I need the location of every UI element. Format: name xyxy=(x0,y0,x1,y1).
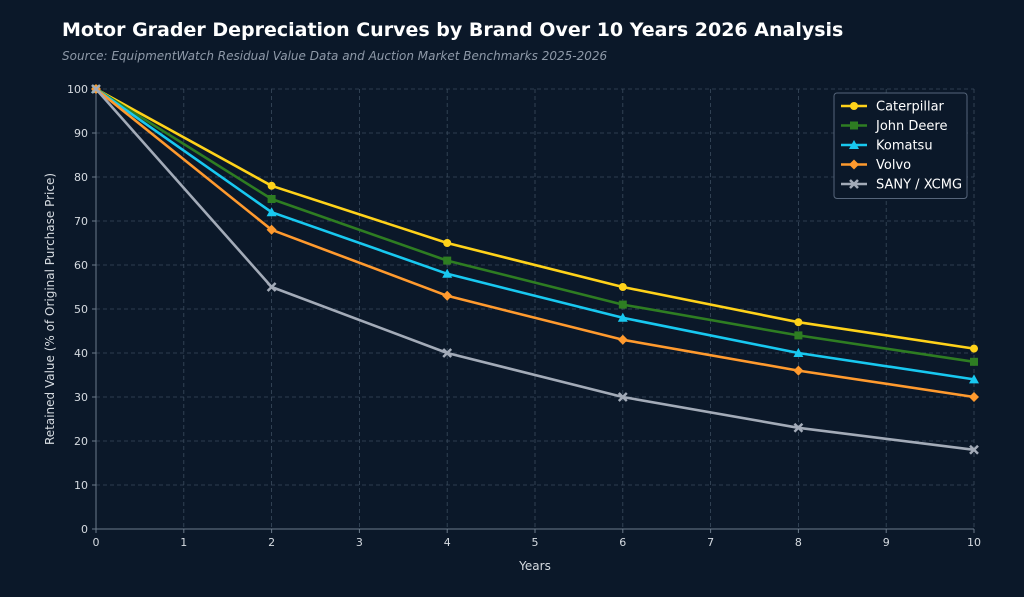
series-line xyxy=(95,87,975,364)
y-tick-label: 20 xyxy=(74,435,88,448)
y-tick-label: 60 xyxy=(74,259,88,272)
data-point xyxy=(266,207,277,217)
data-point xyxy=(267,181,276,190)
y-tick-label: 0 xyxy=(81,523,88,536)
legend-label: Caterpillar xyxy=(876,100,945,115)
legend-item: John Deere xyxy=(841,119,947,134)
data-point xyxy=(969,374,979,384)
x-tick-label: 3 xyxy=(356,536,363,549)
series-4 xyxy=(91,84,979,455)
x-tick-label: 5 xyxy=(532,536,539,549)
legend-label: Volvo xyxy=(876,158,911,173)
y-axis-label: Retained Value (% of Original Purchase P… xyxy=(43,173,57,445)
data-point xyxy=(793,422,804,433)
chart-subtitle: Source: EquipmentWatch Residual Value Da… xyxy=(62,49,607,63)
y-tick-label: 50 xyxy=(74,303,88,316)
y-tick-label: 30 xyxy=(74,391,88,404)
series-group xyxy=(91,84,979,455)
data-point xyxy=(794,331,803,340)
legend-item: Komatsu xyxy=(841,139,933,154)
legend-label: John Deere xyxy=(875,119,947,134)
y-tick-label: 80 xyxy=(74,171,88,184)
data-point xyxy=(267,195,276,203)
data-point xyxy=(617,392,628,402)
data-point xyxy=(442,348,453,358)
data-point xyxy=(442,268,453,278)
x-tick-label: 6 xyxy=(619,536,626,549)
data-point xyxy=(617,334,628,345)
data-point xyxy=(443,256,452,265)
legend-item: Caterpillar xyxy=(841,100,945,115)
x-tick-label: 7 xyxy=(707,536,714,549)
grid xyxy=(96,88,975,529)
data-point xyxy=(266,224,277,235)
y-tick-label: 40 xyxy=(74,347,88,360)
x-tick-label: 4 xyxy=(444,536,451,549)
data-point xyxy=(793,348,804,357)
legend-item: Volvo xyxy=(841,158,911,173)
data-point xyxy=(850,121,858,130)
data-point xyxy=(442,290,453,301)
data-point xyxy=(91,84,101,94)
y-tick-label: 10 xyxy=(74,479,88,492)
data-point xyxy=(794,318,803,327)
data-point xyxy=(970,357,978,366)
x-tick-label: 8 xyxy=(795,536,802,549)
series-3 xyxy=(91,84,979,402)
data-point xyxy=(617,312,628,322)
x-tick-label: 0 xyxy=(93,536,100,549)
x-tick-label: 9 xyxy=(883,536,890,549)
y-tick-label: 90 xyxy=(74,127,88,140)
series-line xyxy=(95,87,975,399)
y-tick-label: 100 xyxy=(67,83,88,96)
data-point xyxy=(969,444,979,455)
legend-box xyxy=(833,92,968,199)
data-point xyxy=(443,239,452,247)
x-axis-label: Years xyxy=(518,559,551,573)
legend-label: Komatsu xyxy=(876,139,933,154)
series-line xyxy=(95,87,975,350)
chart-title: Motor Grader Depreciation Curves by Bran… xyxy=(62,19,843,41)
legend-item: SANY / XCMG xyxy=(841,178,962,193)
data-point xyxy=(266,282,277,292)
y-tick-label: 70 xyxy=(74,215,88,228)
data-point xyxy=(969,392,979,402)
data-point xyxy=(970,344,978,353)
data-point xyxy=(850,102,858,110)
data-point xyxy=(793,365,804,376)
data-point xyxy=(849,179,859,189)
data-point xyxy=(618,300,627,309)
legend: Caterpillar John Deere Komatsu Volvo SANY / … xyxy=(833,92,968,199)
series-line xyxy=(95,87,975,381)
x-tick-label: 10 xyxy=(967,536,981,549)
series-line xyxy=(95,88,975,452)
data-point xyxy=(618,283,627,291)
data-point xyxy=(849,140,859,149)
data-point xyxy=(849,159,859,170)
x-tick-label: 1 xyxy=(180,536,187,549)
legend-label: SANY / XCMG xyxy=(876,178,962,193)
x-tick-label: 2 xyxy=(268,536,275,549)
